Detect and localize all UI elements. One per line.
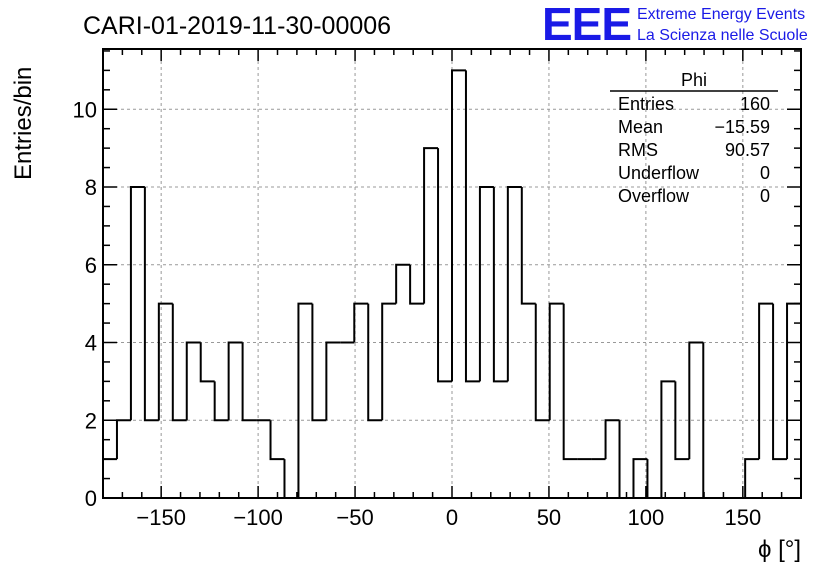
- histogram-bin: [464, 70, 480, 383]
- y-tick-label: 6: [85, 253, 97, 278]
- histogram-bin: [129, 186, 145, 421]
- x-tick-label: 100: [628, 505, 665, 530]
- histogram-bin: [674, 381, 690, 461]
- histogram-bin: [143, 187, 159, 422]
- histogram-bin: [562, 303, 578, 461]
- histogram-bin: [451, 69, 466, 382]
- histogram-bin: [772, 303, 788, 461]
- y-tick-label: 0: [85, 486, 97, 511]
- y-tick-label: 8: [85, 175, 97, 200]
- histogram-bin: [353, 302, 369, 343]
- histogram-bin: [744, 458, 760, 498]
- axis-ticks: [102, 49, 802, 499]
- histogram-bin: [618, 420, 634, 499]
- y-axis-label: Entries/bin: [10, 67, 37, 180]
- histogram-bin: [213, 381, 229, 422]
- histogram-bin: [199, 342, 215, 383]
- histogram-bin: [367, 303, 383, 422]
- histogram-bin: [297, 302, 313, 498]
- x-tick-labels: −150 −100 −50 0 50 100 150: [136, 505, 761, 530]
- histogram-bin: [269, 420, 285, 461]
- stats-label-overflow: Overflow: [618, 186, 690, 206]
- stats-label-underflow: Underflow: [618, 163, 700, 183]
- x-tick-label: −100: [233, 505, 283, 530]
- histogram-bin: [758, 302, 774, 460]
- histogram-bin: [115, 419, 131, 460]
- histogram-bin: [185, 341, 201, 421]
- stats-box: Phi Entries 160 Mean −15.59 RMS 90.57 Un…: [610, 70, 778, 206]
- y-tick-label: 10: [73, 97, 97, 122]
- histogram-bin: [478, 186, 494, 382]
- histogram-bin: [409, 264, 425, 305]
- y-tick-labels: 0 2 4 6 8 10: [73, 97, 97, 511]
- x-axis-label: ϕ [°]: [758, 536, 801, 563]
- histogram-bin: [395, 263, 411, 304]
- logo-tagline-1: Extreme Energy Events: [637, 6, 805, 23]
- histogram-bin: [325, 341, 341, 421]
- histogram-bin: [646, 459, 662, 499]
- y-tick-label: 4: [85, 331, 97, 356]
- histogram-bin: [171, 303, 187, 422]
- histogram-bin: [241, 342, 257, 422]
- histogram-bin: [660, 380, 676, 498]
- histogram-bin: [227, 341, 243, 421]
- histogram-bin: [520, 187, 536, 305]
- x-tick-label: −150: [136, 505, 186, 530]
- histogram-bin: [492, 187, 508, 383]
- stats-value-underflow: 0: [760, 163, 770, 183]
- histogram-bin: [157, 302, 173, 421]
- histogram-bin: [437, 148, 452, 383]
- stats-value-overflow: 0: [760, 186, 770, 206]
- histogram-bin: [381, 302, 397, 421]
- x-tick-label: 0: [446, 505, 458, 530]
- stats-label-rms: RMS: [618, 140, 658, 160]
- x-tick-label: −50: [336, 505, 373, 530]
- histogram-bin: [534, 303, 550, 422]
- stats-value-rms: 90.57: [725, 140, 770, 160]
- histogram-bin: [506, 186, 522, 382]
- histogram-bin: [604, 419, 620, 460]
- stats-label-entries: Entries: [618, 94, 674, 114]
- histogram-bin: [548, 302, 564, 421]
- stats-value-mean: −15.59: [714, 117, 770, 137]
- stats-name: Phi: [681, 70, 707, 90]
- eee-logo: EEE: [542, 0, 631, 50]
- stats-label-mean: Mean: [618, 117, 663, 137]
- histogram-bin: [688, 341, 704, 460]
- chart-title: CARI-01-2019-11-30-00006: [83, 12, 391, 40]
- histogram-bin: [632, 458, 648, 498]
- histogram-bin: [423, 147, 439, 304]
- stats-value-entries: 160: [740, 94, 770, 114]
- x-tick-label: 50: [537, 505, 561, 530]
- x-tick-label: 150: [724, 505, 761, 530]
- y-tick-label: 2: [85, 408, 97, 433]
- histogram-bin: [311, 303, 327, 422]
- logo-tagline-2: La Scienza nelle Scuole: [637, 27, 808, 44]
